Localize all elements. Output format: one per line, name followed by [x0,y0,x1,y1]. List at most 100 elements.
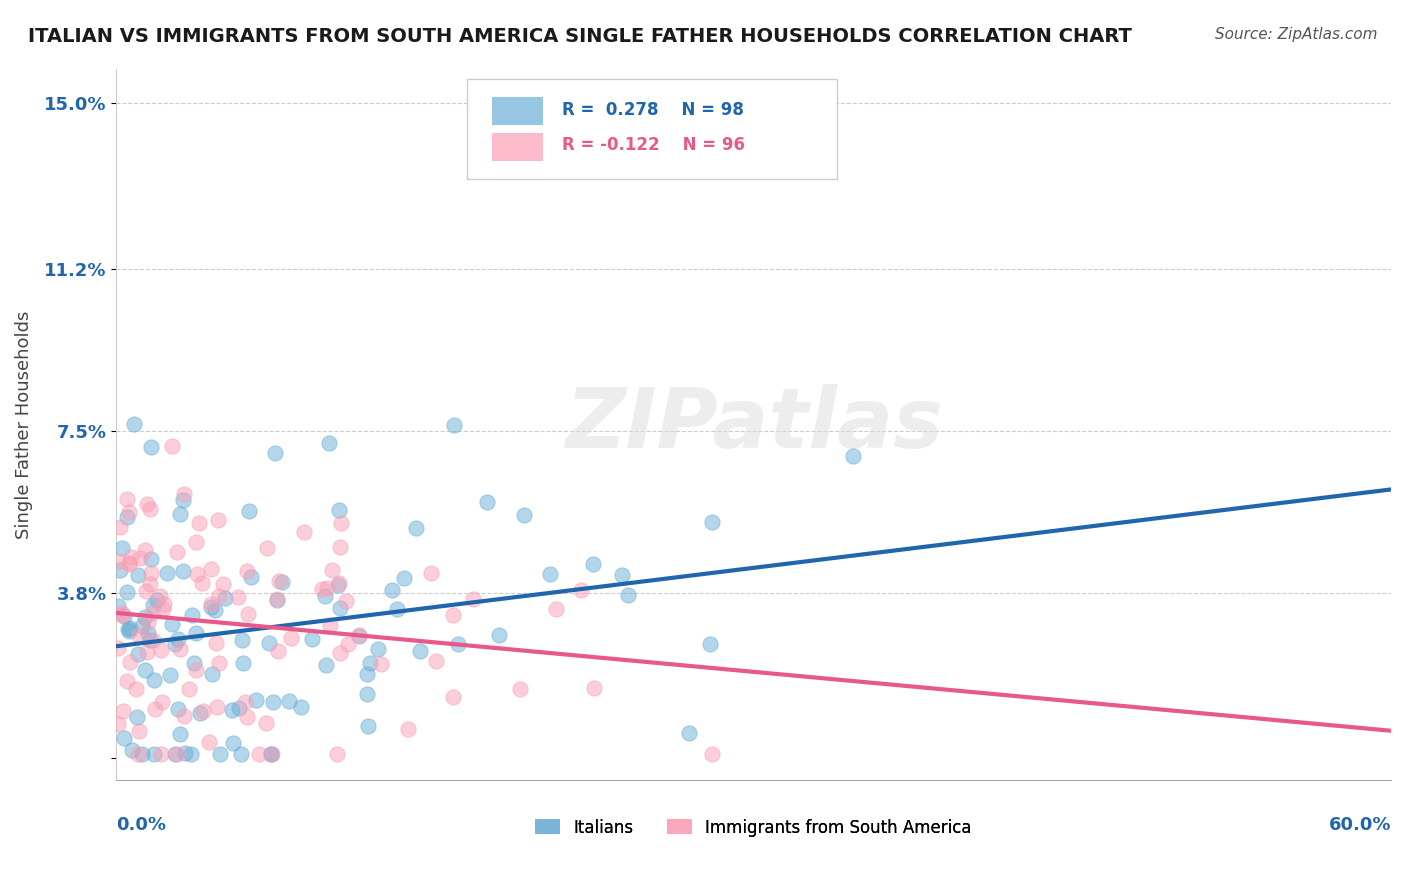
Italians [477,495,499,509]
Immigrants from South America [236,564,259,578]
Immigrants from South America [463,591,485,606]
Italians [385,602,408,616]
Italians [136,626,159,640]
Immigrants from South America [336,637,359,651]
Immigrants from South America [235,695,257,709]
Immigrants from South America [256,541,278,555]
Italians [117,622,139,636]
Italians [582,557,605,571]
Immigrants from South America [135,645,157,659]
Text: ITALIAN VS IMMIGRANTS FROM SOUTH AMERICA SINGLE FATHER HOUSEHOLDS CORRELATION CH: ITALIAN VS IMMIGRANTS FROM SOUTH AMERICA… [28,27,1132,45]
Italians [357,719,380,733]
Text: R = -0.122    N = 96: R = -0.122 N = 96 [562,136,745,154]
Italians [356,667,378,681]
Immigrants from South America [425,654,447,668]
Immigrants from South America [187,516,209,531]
Italians [112,609,135,624]
Italians [301,632,323,646]
Italians [183,656,205,670]
Immigrants from South America [152,602,174,616]
Immigrants from South America [321,563,343,577]
Italians [842,449,865,463]
Italians [169,727,191,741]
Immigrants from South America [118,557,141,571]
Immigrants from South America [120,549,142,564]
FancyBboxPatch shape [492,133,543,161]
Italians [245,693,267,707]
Immigrants from South America [262,747,284,761]
Italians [231,633,253,648]
Italians [409,644,432,658]
Italians [131,747,153,761]
Immigrants from South America [110,520,132,534]
Italians [127,568,149,582]
Italians [180,607,202,622]
Italians [122,417,145,432]
Immigrants from South America [186,566,208,581]
Italians [165,637,187,651]
Italians [229,747,252,761]
Italians [238,504,260,518]
Immigrants from South America [149,589,172,603]
Italians [112,731,135,746]
Italians [314,589,336,603]
Immigrants from South America [335,594,357,608]
Italians [118,621,141,635]
Immigrants from South America [226,590,249,604]
Italians [134,609,156,624]
Italians [381,583,404,598]
Italians [139,440,162,454]
Immigrants from South America [207,513,229,527]
Immigrants from South America [315,581,337,595]
Immigrants from South America [193,704,215,718]
Italians [678,726,700,740]
Italians [328,577,350,591]
Immigrants from South America [292,524,315,539]
Italians [228,700,250,714]
Italians [156,566,179,580]
Immigrants from South America [115,674,138,689]
Italians [264,446,287,460]
Italians [221,735,243,749]
Italians [200,599,222,614]
Immigrants from South America [247,747,270,761]
Italians [359,657,381,671]
Italians [115,509,138,524]
Immigrants from South America [127,747,149,761]
Immigrants from South America [153,597,176,611]
Italians [169,508,191,522]
Italians [447,637,470,651]
Immigrants from South America [205,699,228,714]
Italians [208,747,231,761]
Immigrants from South America [235,709,257,723]
Italians [159,668,181,682]
Italians [214,591,236,605]
Italians [139,632,162,647]
Immigrants from South America [107,641,129,656]
Immigrants from South America [145,702,167,716]
Italians [232,657,254,671]
Immigrants from South America [311,582,333,597]
Immigrants from South America [177,682,200,697]
Text: 60.0%: 60.0% [1329,816,1391,834]
Immigrants from South America [329,516,352,530]
Italians [392,571,415,585]
Italians [443,417,465,432]
Italians [127,710,149,724]
Italians [127,647,149,661]
Immigrants from South America [186,534,208,549]
Immigrants from South America [150,695,173,709]
Immigrants from South America [208,656,231,670]
Italians [143,747,166,761]
Italians [271,575,294,590]
Immigrants from South America [111,704,134,718]
Immigrants from South America [349,628,371,642]
Text: Source: ZipAtlas.com: Source: ZipAtlas.com [1215,27,1378,42]
Italians [488,628,510,642]
Italians [111,541,134,556]
Immigrants from South America [150,747,173,761]
Immigrants from South America [266,591,288,606]
Italians [131,619,153,633]
Immigrants from South America [328,576,350,591]
Immigrants from South America [128,551,150,566]
